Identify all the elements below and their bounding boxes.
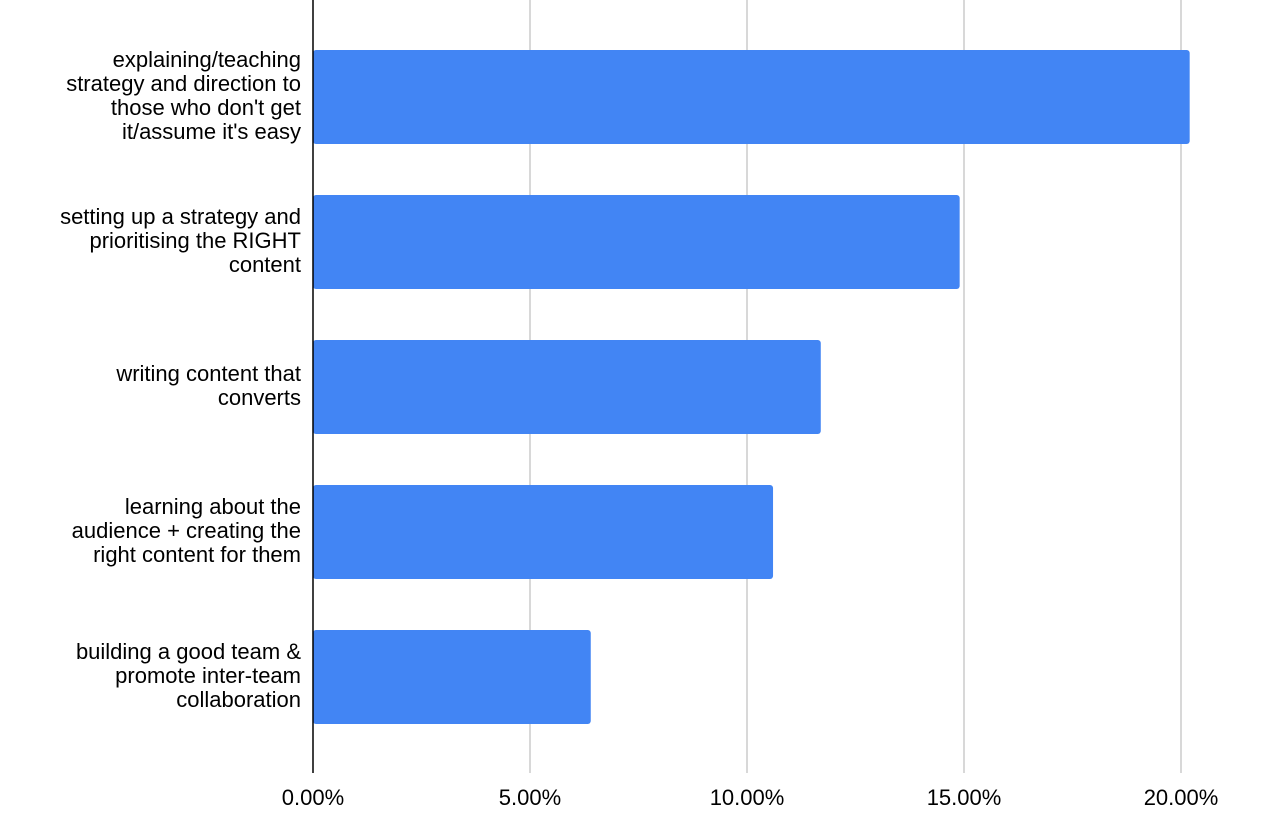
bar-3 bbox=[313, 340, 821, 434]
category-label-line: learning about the bbox=[125, 494, 301, 519]
category-label-line: explaining/teaching bbox=[113, 47, 301, 72]
bar-1 bbox=[313, 50, 1190, 144]
category-label-line: audience + creating the bbox=[72, 518, 301, 543]
category-label-3: writing content that converts bbox=[115, 361, 301, 410]
category-label-line: setting up a strategy and bbox=[60, 204, 301, 229]
category-label-line: those who don't get bbox=[111, 95, 301, 120]
category-label-line: writing content that bbox=[115, 361, 301, 386]
x-tick-label: 15.00% bbox=[927, 785, 1002, 810]
bar-5 bbox=[313, 630, 591, 724]
x-tick-label: 20.00% bbox=[1144, 785, 1219, 810]
category-label-4: learning about the audience + creating th… bbox=[72, 494, 301, 567]
category-label-5: building a good team & promote inter-team… bbox=[76, 639, 301, 712]
x-tick-labels: 0.00% 5.00% 10.00% 15.00% 20.00% bbox=[282, 785, 1219, 810]
bar-4 bbox=[313, 485, 774, 579]
category-label-line: building a good team & bbox=[76, 639, 301, 664]
category-label-line: it/assume it's easy bbox=[122, 119, 301, 144]
category-label-line: strategy and direction to bbox=[66, 71, 301, 96]
category-label-2: setting up a strategy and prioritising th… bbox=[60, 204, 301, 277]
category-label-line: content bbox=[229, 252, 301, 277]
category-label-line: prioritising the RIGHT bbox=[89, 228, 301, 253]
x-tick-label: 0.00% bbox=[282, 785, 344, 810]
category-label-line: collaboration bbox=[176, 687, 301, 712]
bars bbox=[313, 50, 1190, 724]
category-label-line: right content for them bbox=[93, 542, 301, 567]
category-label-1: explaining/teaching strategy and directio… bbox=[66, 47, 301, 144]
x-tick-label: 5.00% bbox=[499, 785, 561, 810]
category-labels: explaining/teaching strategy and directio… bbox=[60, 47, 301, 712]
category-label-line: converts bbox=[218, 385, 301, 410]
x-tick-label: 10.00% bbox=[710, 785, 785, 810]
category-label-line: promote inter-team bbox=[115, 663, 301, 688]
bar-2 bbox=[313, 195, 960, 289]
